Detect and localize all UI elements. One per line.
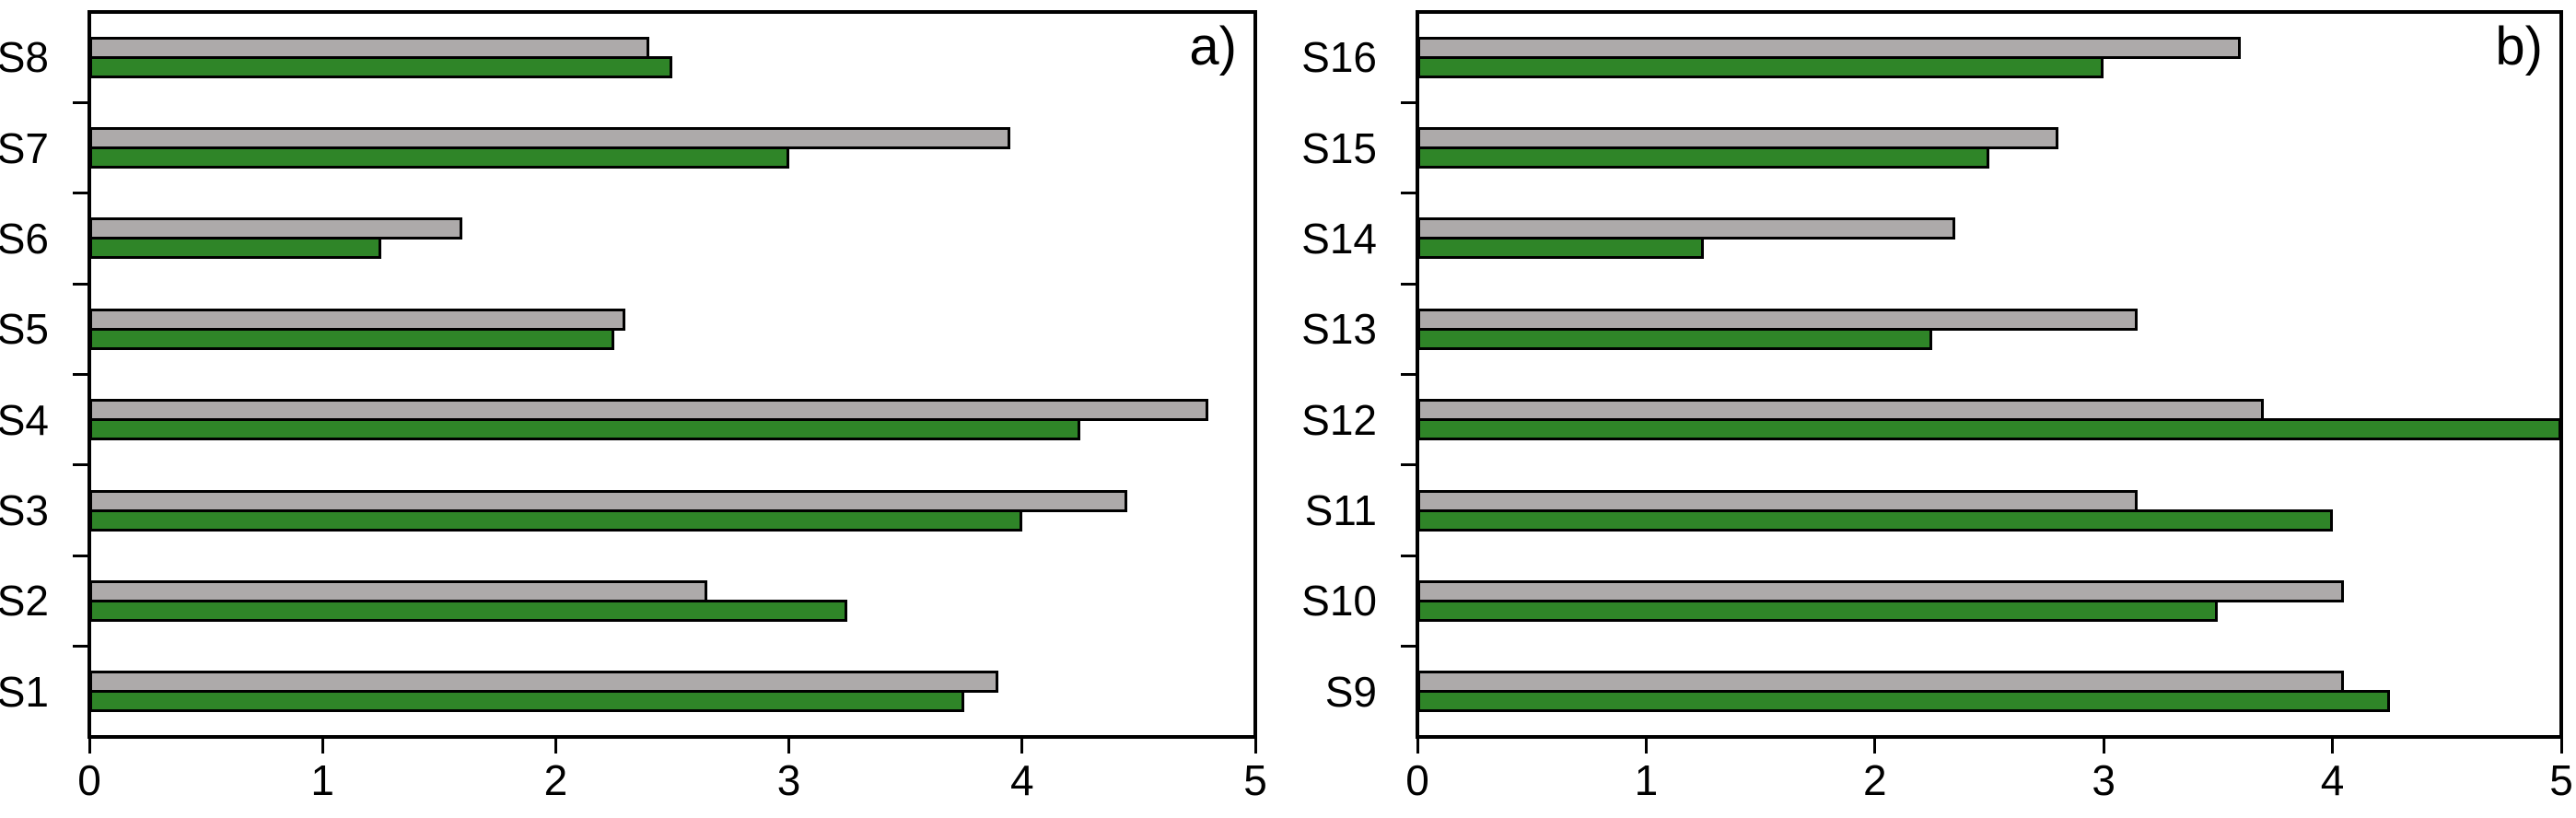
bar-green-s4 — [89, 418, 1080, 441]
category-label-s15: S15 — [1301, 123, 1377, 172]
category-label-s1: S1 — [0, 667, 49, 716]
x-axis-tick — [321, 737, 324, 754]
x-axis-tick-label: 4 — [2320, 756, 2345, 804]
x-axis-tick — [1644, 737, 1648, 754]
category-label-s4: S4 — [0, 395, 49, 444]
x-axis-tick — [1873, 737, 1877, 754]
bar-green-s6 — [89, 237, 381, 260]
y-axis-tick — [73, 100, 89, 104]
x-axis-tick — [87, 737, 91, 754]
panel-letter-a: a) — [1189, 17, 1237, 76]
category-label-s7: S7 — [0, 123, 49, 172]
category-label-s13: S13 — [1301, 305, 1377, 354]
y-axis-tick — [1401, 373, 1417, 376]
x-axis-tick — [554, 737, 557, 754]
category-label-s3: S3 — [0, 486, 49, 535]
x-axis-tick-label: 2 — [543, 756, 568, 804]
x-axis-tick-label: 0 — [1405, 756, 1429, 804]
bar-green-s2 — [89, 599, 847, 622]
y-axis-tick — [1401, 554, 1417, 557]
y-axis-tick — [73, 463, 89, 467]
bar-green-s7 — [89, 146, 789, 169]
y-axis-tick — [73, 554, 89, 557]
x-axis-tick-label: 4 — [1010, 756, 1034, 804]
y-axis-tick — [73, 373, 89, 376]
bar-green-s1 — [89, 690, 964, 713]
category-label-s14: S14 — [1301, 214, 1377, 263]
category-label-s2: S2 — [0, 577, 49, 625]
category-label-s11: S11 — [1304, 486, 1377, 535]
bar-green-s10 — [1417, 599, 2218, 622]
x-axis-tick — [787, 737, 791, 754]
category-label-s12: S12 — [1301, 395, 1377, 444]
category-label-s5: S5 — [0, 305, 49, 354]
x-axis-tick-label: 5 — [2549, 756, 2573, 804]
x-axis-tick — [1020, 737, 1024, 754]
plot-area-a — [87, 10, 1257, 739]
panel-letter-b: b) — [2495, 17, 2543, 76]
x-axis-tick-label: 1 — [1634, 756, 1659, 804]
x-axis-tick — [1253, 737, 1257, 754]
y-axis-tick — [73, 645, 89, 649]
x-axis-tick — [1416, 737, 1419, 754]
y-axis-tick — [73, 192, 89, 195]
x-axis-tick-label: 2 — [1863, 756, 1887, 804]
y-axis-tick — [1401, 282, 1417, 286]
bar-green-s3 — [89, 508, 1022, 532]
bar-green-s14 — [1417, 237, 1704, 260]
x-axis-tick — [2331, 737, 2335, 754]
category-label-s9: S9 — [1324, 667, 1377, 716]
category-label-s10: S10 — [1301, 577, 1377, 625]
bar-green-s12 — [1417, 418, 2561, 441]
category-label-s16: S16 — [1301, 33, 1377, 82]
plot-area-b — [1416, 10, 2563, 739]
y-axis-tick — [73, 282, 89, 286]
bar-green-s11 — [1417, 508, 2333, 532]
y-axis-tick — [1401, 192, 1417, 195]
x-axis-tick-label: 5 — [1243, 756, 1267, 804]
x-axis-tick-label: 3 — [2092, 756, 2116, 804]
bar-green-s8 — [89, 55, 672, 78]
x-axis-tick-label: 0 — [77, 756, 101, 804]
x-axis-tick-label: 1 — [310, 756, 334, 804]
y-axis-tick — [1401, 645, 1417, 649]
bar-green-s16 — [1417, 55, 2104, 78]
x-axis-tick — [2102, 737, 2105, 754]
bar-gray-s11 — [1417, 489, 2138, 512]
category-label-s6: S6 — [0, 214, 49, 263]
bar-green-s9 — [1417, 690, 2390, 713]
bar-green-s5 — [89, 327, 614, 350]
x-axis-tick — [2559, 737, 2563, 754]
y-axis-tick — [1401, 100, 1417, 104]
category-label-s8: S8 — [0, 33, 49, 82]
y-axis-tick — [1401, 463, 1417, 467]
bar-green-s13 — [1417, 327, 1932, 350]
bar-green-s15 — [1417, 146, 1989, 169]
x-axis-tick-label: 3 — [776, 756, 801, 804]
